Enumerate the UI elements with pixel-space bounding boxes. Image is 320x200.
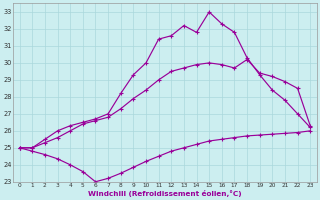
X-axis label: Windchill (Refroidissement éolien,°C): Windchill (Refroidissement éolien,°C) xyxy=(88,190,242,197)
